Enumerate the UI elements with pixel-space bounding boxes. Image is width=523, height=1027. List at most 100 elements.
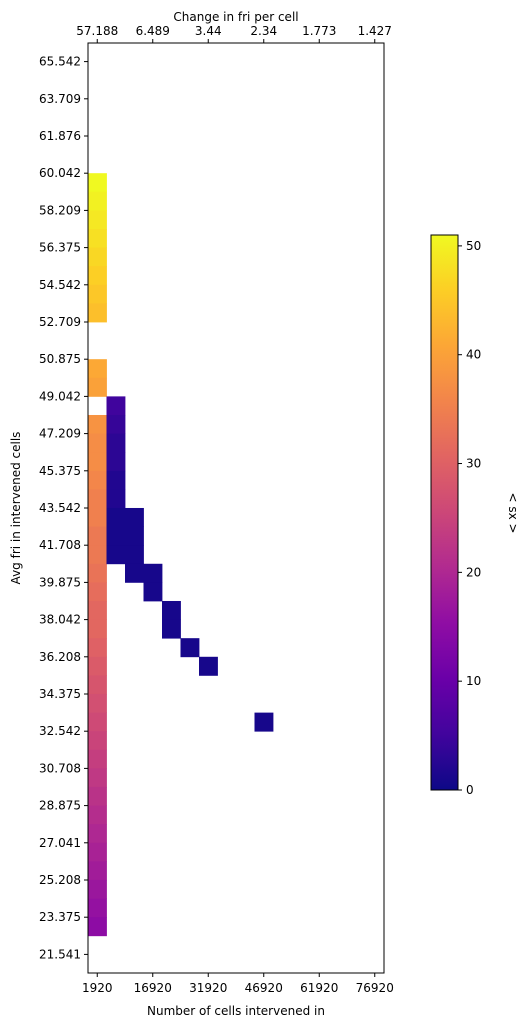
heatmap-cell <box>88 359 107 379</box>
y-tick-label: 49.042 <box>39 389 81 403</box>
heatmap-cell <box>88 786 107 806</box>
heatmap-cell <box>125 526 144 546</box>
heatmap-cell <box>88 861 107 881</box>
heatmap-cell <box>88 600 107 620</box>
heatmap-cell <box>88 303 107 323</box>
heatmap-cell <box>88 879 107 899</box>
heatmap-cell <box>88 582 107 602</box>
heatmap-cell <box>180 638 200 658</box>
heatmap-cell <box>88 619 107 639</box>
x-axis-top: 57.188 6.489 3.44 2.34 1.773 1.427 <box>76 24 392 43</box>
x-tick-label: 31920 <box>189 981 227 995</box>
heatmap-cell <box>88 210 107 230</box>
heatmap-cell <box>88 805 107 825</box>
heatmap-cell <box>88 656 107 676</box>
heatmap-cell <box>106 396 126 416</box>
y-tick-label: 43.542 <box>39 501 81 515</box>
colorbar-tick-label: 20 <box>466 565 481 579</box>
heatmap-cell <box>125 563 144 583</box>
y-tick-label: 41.708 <box>39 538 81 552</box>
y-tick-label: 63.709 <box>39 92 81 106</box>
heatmap-cell <box>88 229 107 249</box>
heatmap-cell <box>88 675 107 695</box>
colorbar-tick-label: 30 <box>466 457 481 471</box>
colorbar-tick-label: 10 <box>466 674 481 688</box>
heatmap-cell <box>143 582 163 602</box>
y-tick-label: 27.041 <box>39 836 81 850</box>
heatmap-cells <box>88 173 274 937</box>
heatmap-cell <box>88 247 107 267</box>
heatmap-cell <box>88 824 107 844</box>
top-x-tick-label: 2.34 <box>250 24 277 38</box>
heatmap-cell <box>88 470 107 490</box>
y-tick-label: 21.541 <box>39 947 81 961</box>
top-x-tick-label: 1.773 <box>302 24 336 38</box>
heatmap-cell <box>106 545 126 565</box>
top-x-tick-label: 1.427 <box>358 24 392 38</box>
heatmap-cell <box>162 619 181 639</box>
y-axis: 65.542 63.709 61.876 60.042 58.209 56.375 54.5… <box>39 55 88 961</box>
heatmap-cell <box>106 526 126 546</box>
y-tick-label: 38.042 <box>39 613 81 627</box>
x-tick-label: 76920 <box>356 981 394 995</box>
heatmap-cell <box>88 768 107 788</box>
y-tick-label: 61.876 <box>39 129 81 143</box>
x-tick-label: 16920 <box>134 981 172 995</box>
y-tick-label: 52.709 <box>39 315 81 329</box>
heatmap-cell <box>125 507 144 527</box>
x-axis-label: Number of cells intervened in <box>147 1004 325 1018</box>
y-tick-label: 45.375 <box>39 464 81 478</box>
heatmap-cell <box>254 712 274 732</box>
heatmap-cell <box>88 638 107 658</box>
top-x-tick-label: 6.489 <box>136 24 170 38</box>
top-x-axis-label: Change in fri per cell <box>173 10 298 24</box>
heatmap-cell <box>88 173 107 193</box>
heatmap-cell <box>88 712 107 732</box>
colorbar-label: < sx > <box>506 492 520 533</box>
y-tick-label: 36.208 <box>39 650 81 664</box>
x-tick-label: 46920 <box>245 981 283 995</box>
y-tick-label: 25.208 <box>39 873 81 887</box>
heatmap-cell <box>106 489 126 509</box>
y-tick-label: 65.542 <box>39 55 81 69</box>
colorbar-tick-label: 40 <box>466 348 481 362</box>
heatmap-cell <box>88 377 107 397</box>
colorbar-axis: 0 10 20 30 40 50 <box>458 239 481 797</box>
heatmap-cell <box>88 917 107 937</box>
y-tick-label: 56.375 <box>39 241 81 255</box>
heatmap-cell <box>88 452 107 472</box>
y-tick-label: 23.375 <box>39 910 81 924</box>
y-tick-label: 60.042 <box>39 166 81 180</box>
heatmap-cell <box>88 266 107 286</box>
heatmap-cell <box>88 191 107 211</box>
heatmap-cell <box>88 731 107 751</box>
y-axis-label: Avg fri in intervened cells <box>9 432 23 585</box>
heatmap-cell <box>106 414 126 434</box>
y-tick-label: 28.875 <box>39 799 81 813</box>
heatmap-cell <box>88 489 107 509</box>
heatmap-cell <box>88 842 107 862</box>
colorbar-tick-label: 50 <box>466 239 481 253</box>
heatmap-cell <box>199 656 218 676</box>
heatmap-cell <box>88 433 107 453</box>
top-x-tick-label: 57.188 <box>76 24 118 38</box>
heatmap-cell <box>88 693 107 713</box>
y-tick-label: 47.209 <box>39 427 81 441</box>
heatmap-cell <box>143 563 163 583</box>
heatmap-cell <box>88 563 107 583</box>
heatmap-cell <box>88 414 107 434</box>
heatmap-cell <box>106 507 126 527</box>
y-tick-label: 50.875 <box>39 352 81 366</box>
y-tick-label: 54.542 <box>39 278 81 292</box>
heatmap-cell <box>88 507 107 527</box>
colorbar-tick-label: 0 <box>466 783 474 797</box>
y-tick-label: 30.708 <box>39 761 81 775</box>
heatmap-cell <box>88 284 107 304</box>
heatmap-cell <box>88 545 107 565</box>
x-axis-bottom: 1920 16920 31920 46920 61920 76920 <box>82 973 394 995</box>
y-tick-label: 39.875 <box>39 575 81 589</box>
top-x-tick-label: 3.44 <box>195 24 222 38</box>
heatmap-cell <box>88 526 107 546</box>
y-tick-label: 34.375 <box>39 687 81 701</box>
